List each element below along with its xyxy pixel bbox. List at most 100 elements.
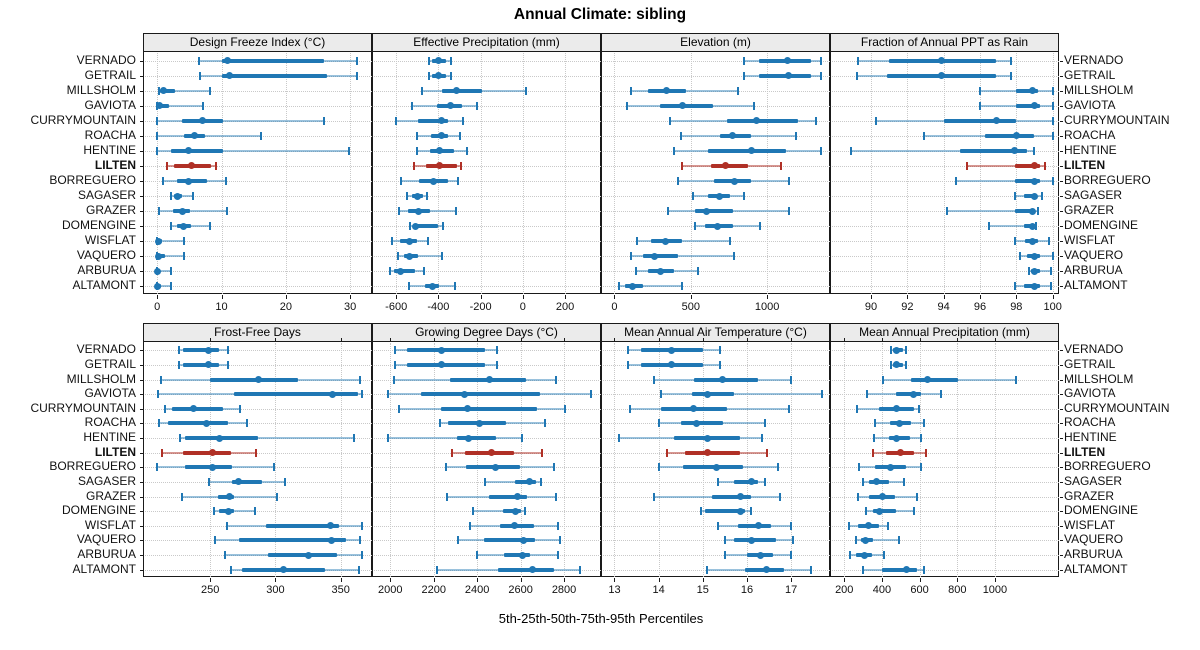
median-dot xyxy=(435,162,443,170)
x-axis-label: 5th-25th-50th-75th-95th Percentiles xyxy=(498,611,704,626)
panel-strip: Frost-Free Days xyxy=(143,323,372,342)
site-label-left-vernado: VERNADO xyxy=(76,52,136,67)
cap-5th xyxy=(979,101,981,110)
cap-5th xyxy=(398,207,401,216)
gridline-horizontal xyxy=(832,438,1059,440)
row-tick-right xyxy=(1060,286,1063,288)
axis-tick xyxy=(350,295,352,299)
interval-25-75 xyxy=(691,392,734,397)
gridline-vertical xyxy=(565,53,567,294)
interval-25-75 xyxy=(182,362,220,367)
cap-5th xyxy=(179,434,182,443)
median-dot xyxy=(304,551,312,559)
median-dot xyxy=(202,419,210,427)
gridline-horizontal xyxy=(374,60,601,62)
gridline-horizontal xyxy=(832,555,1059,557)
cap-95th xyxy=(273,463,276,472)
axis-tick-label: 350 xyxy=(331,584,350,596)
panel-strip: Effective Precipitation (mm) xyxy=(372,33,601,52)
row-tick-right xyxy=(1060,135,1063,137)
interval-25-75 xyxy=(1014,179,1040,184)
cap-95th xyxy=(322,116,325,125)
cap-5th xyxy=(628,404,631,413)
site-label-left-domengine: DOMENGINE xyxy=(61,503,136,518)
median-dot xyxy=(784,72,792,80)
median-dot xyxy=(406,237,414,245)
median-dot xyxy=(199,117,207,125)
axis-tick-label: 98 xyxy=(1010,301,1023,313)
cap-5th xyxy=(692,192,695,201)
cap-95th xyxy=(455,207,458,216)
gridline-vertical xyxy=(157,53,159,294)
row-tick-left xyxy=(140,286,143,288)
median-dot xyxy=(747,147,755,155)
cap-95th xyxy=(765,448,768,457)
panel-strip-title: Fraction of Annual PPT as Rain xyxy=(860,35,1029,49)
cap-95th xyxy=(1051,116,1054,125)
cap-95th xyxy=(450,56,453,65)
interval-25-75 xyxy=(171,148,223,153)
gridline-horizontal xyxy=(603,135,830,137)
median-dot xyxy=(886,463,894,471)
site-label-left-lilten: LILTEN xyxy=(94,157,136,172)
gridline-horizontal xyxy=(832,135,1059,137)
site-label-right-borreguero: BORREGUERO xyxy=(1064,173,1151,188)
cap-5th xyxy=(163,404,166,413)
cap-5th xyxy=(706,565,709,574)
gridline-vertical xyxy=(919,343,921,577)
gridline-horizontal xyxy=(374,555,601,557)
gridline-horizontal xyxy=(603,286,830,288)
axis-tick-label: 2800 xyxy=(551,584,577,596)
cap-95th xyxy=(458,131,461,140)
cap-5th xyxy=(420,86,423,95)
panel-plot: -600 -400 -200 0 200 xyxy=(372,51,601,313)
gridline-horizontal xyxy=(145,181,372,183)
axis-tick-top xyxy=(994,338,996,342)
cap-5th xyxy=(427,56,430,65)
cap-95th xyxy=(902,477,905,486)
cap-95th xyxy=(520,434,523,443)
interval-25-75 xyxy=(413,224,439,229)
gridline-horizontal xyxy=(374,286,601,288)
interval-25-75 xyxy=(911,377,959,382)
axis-tick-label: 600 xyxy=(910,584,929,596)
cap-5th xyxy=(397,252,400,261)
cap-5th xyxy=(388,267,391,276)
interval-25-75 xyxy=(680,421,723,426)
interval-5-95 xyxy=(398,255,442,258)
cap-95th xyxy=(357,565,360,574)
cap-5th xyxy=(618,282,621,291)
median-dot xyxy=(446,102,454,110)
cap-5th xyxy=(875,116,878,125)
cap-5th xyxy=(680,161,683,170)
median-dot xyxy=(879,493,887,501)
interval-25-75 xyxy=(711,494,752,499)
gridline-vertical xyxy=(702,343,704,577)
gridline-horizontal xyxy=(374,241,601,243)
median-dot xyxy=(892,346,900,354)
cap-95th xyxy=(787,404,790,413)
cap-5th xyxy=(476,551,479,560)
cap-5th xyxy=(390,237,393,246)
interval-25-75 xyxy=(881,567,917,572)
median-dot xyxy=(992,117,1000,125)
cap-95th xyxy=(564,404,567,413)
axis-tick xyxy=(522,295,524,299)
site-label-left-millsholm: MILLSHOLM xyxy=(66,371,136,386)
interval-25-75 xyxy=(406,362,485,367)
median-dot xyxy=(209,449,217,457)
panel-plot: 0 10 20 30 xyxy=(140,51,372,313)
cap-5th xyxy=(180,492,183,501)
row-tick-left xyxy=(140,525,143,527)
median-dot xyxy=(235,478,243,486)
median-dot xyxy=(668,346,676,354)
row-tick-left xyxy=(140,481,143,483)
gridline-horizontal xyxy=(145,408,372,410)
panel-strip-title: Frost-Free Days xyxy=(214,325,301,339)
cap-95th xyxy=(556,521,559,530)
site-label-left-altamont: ALTAMONT xyxy=(72,278,136,293)
interval-25-75 xyxy=(210,377,298,382)
cap-5th xyxy=(890,360,893,369)
site-label-right-lilten: LILTEN xyxy=(1064,444,1106,459)
interval-5-95 xyxy=(388,437,522,440)
